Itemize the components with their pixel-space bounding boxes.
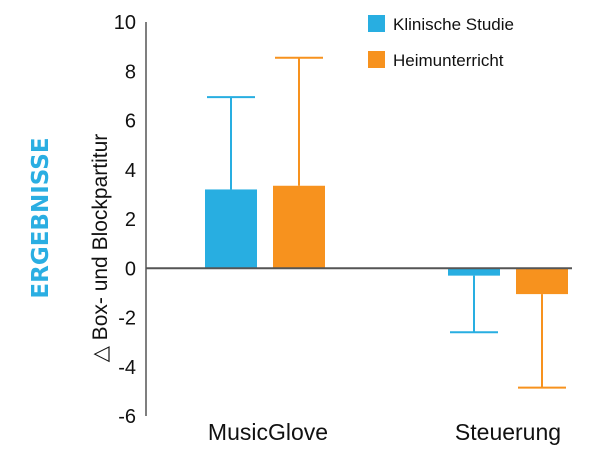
side-title: ERGEBNISSE: [28, 137, 54, 298]
bar-klinische-studie-musicglove: [205, 189, 257, 269]
category-label-steuerung: Steuerung: [455, 419, 561, 445]
category-label-musicglove: MusicGlove: [208, 419, 328, 445]
y-tick-label: 6: [125, 111, 136, 133]
y-tick-label: -4: [118, 357, 136, 379]
y-tick-label: 8: [125, 61, 136, 83]
y-tick-label: 4: [125, 160, 136, 182]
legend-label-klinische-studie: Klinische Studie: [393, 15, 514, 34]
legend-swatch-heimunterricht: [368, 51, 385, 68]
bar-heimunterricht-steuerung: [516, 268, 568, 295]
y-tick-label: 2: [125, 209, 136, 231]
legend-label-heimunterricht: Heimunterricht: [393, 51, 504, 70]
y-tick-label: -6: [118, 406, 136, 428]
bars: [205, 56, 568, 389]
bar-heimunterricht-musicglove: [273, 185, 325, 269]
y-axis-label: △ Box- und Blockpartitur: [89, 134, 112, 363]
bar-klinische-studie-steuerung: [448, 268, 500, 276]
y-tick-labels: 10 8 6 4 2 0 -2 -4 -6: [114, 12, 136, 428]
y-tick-label: 0: [125, 258, 136, 280]
y-tick-label: -2: [118, 308, 136, 330]
legend-swatch-klinische-studie: [368, 15, 385, 32]
y-tick-label: 10: [114, 12, 136, 34]
legend: Klinische Studie Heimunterricht: [368, 15, 514, 70]
